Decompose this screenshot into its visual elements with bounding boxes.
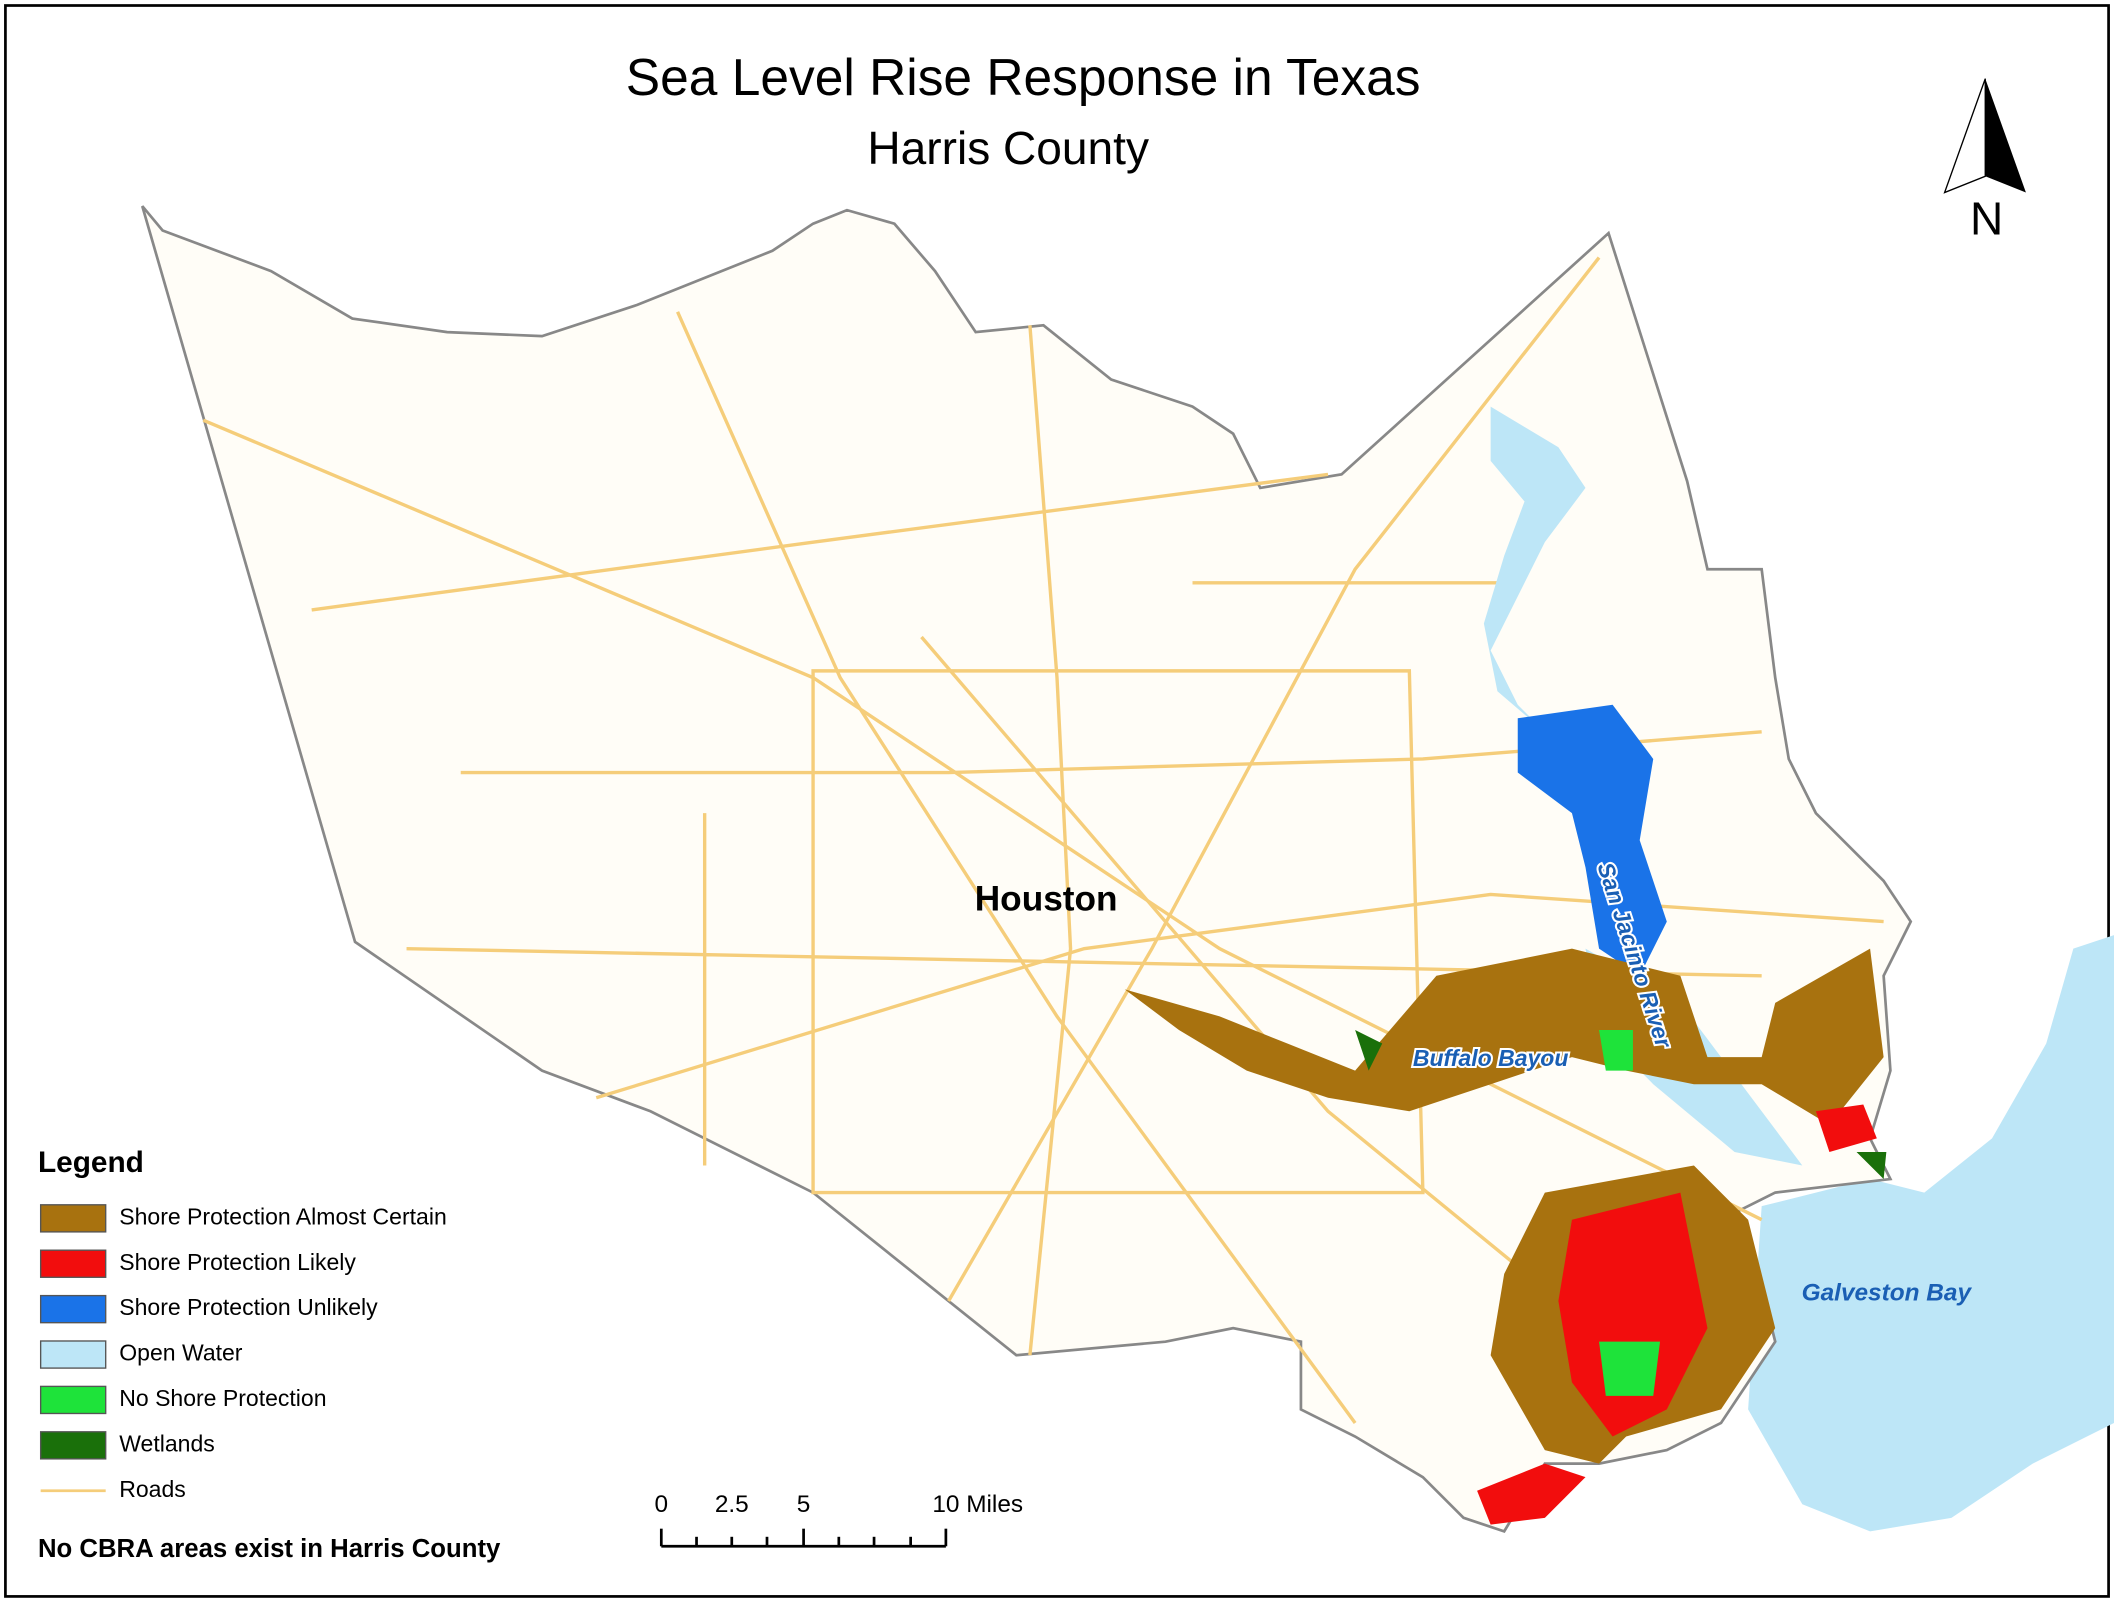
legend: Shore Protection Almost Certain Shore Pro…	[39, 1203, 447, 1502]
note: No CBRA areas exist in Harris County	[38, 1535, 501, 1563]
scale-label: 2.5	[715, 1491, 749, 1518]
likely-area-east	[1815, 1104, 1877, 1152]
legend-label: Shore Protection Unlikely	[119, 1294, 378, 1320]
scale-labels: 0 2.5 5 10 Miles	[655, 1491, 1024, 1518]
unlikely-area	[1517, 704, 1667, 976]
bay-label: Galveston Bay	[1802, 1280, 1973, 1307]
north-arrow-half	[1943, 78, 1986, 194]
legend-swatch	[39, 1385, 107, 1415]
legend-label: Shore Protection Likely	[119, 1249, 356, 1275]
scale-label: 0	[655, 1491, 669, 1518]
north-arrow	[1985, 78, 2026, 193]
legend-swatch	[39, 1431, 107, 1460]
scale-bar	[659, 1528, 948, 1548]
subtitle: Harris County	[867, 122, 1149, 174]
title: Sea Level Rise Response in Texas	[626, 48, 1421, 106]
legend-swatch	[39, 1340, 107, 1369]
legend-label: Wetlands	[119, 1430, 215, 1456]
lake-houston	[1483, 406, 1586, 732]
almost-certain-area	[1124, 948, 1884, 1125]
county-outline	[140, 205, 1913, 1534]
legend-label: Shore Protection Almost Certain	[119, 1203, 447, 1229]
legend-swatch	[39, 1204, 107, 1233]
legend-swatch	[39, 1294, 107, 1324]
bayou-label: Buffalo Bayou	[1413, 1045, 1569, 1071]
city-label: Houston	[975, 880, 1118, 919]
galveston-bay-water	[1748, 935, 2114, 1532]
scale-label: 10 Miles	[932, 1491, 1023, 1518]
legend-label: Open Water	[119, 1340, 243, 1366]
scale-label: 5	[797, 1491, 811, 1518]
legend-label: Roads	[119, 1476, 186, 1502]
legend-label: No Shore Protection	[119, 1385, 326, 1411]
legend-swatch	[39, 1249, 107, 1278]
likely-area-tip	[1477, 1463, 1586, 1525]
legend-title: Legend	[38, 1146, 144, 1179]
likely-area	[1558, 1192, 1708, 1437]
north-label: N	[1970, 192, 2003, 244]
